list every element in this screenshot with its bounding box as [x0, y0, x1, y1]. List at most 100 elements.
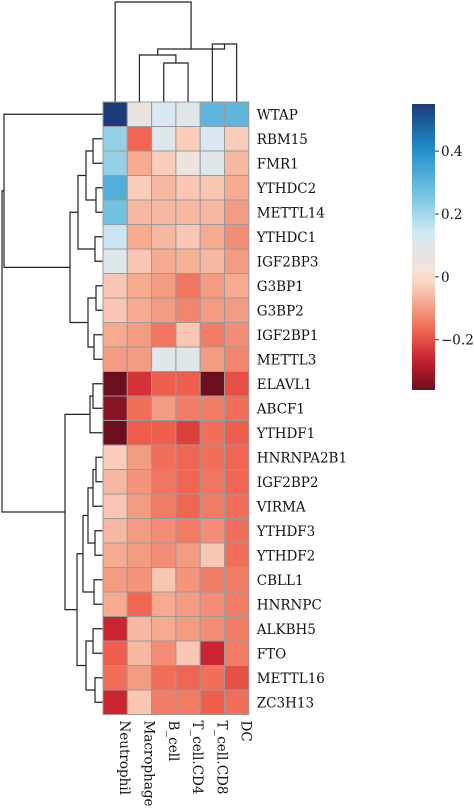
row-label: METTL3 [257, 352, 317, 368]
heatmap-cell [199, 322, 225, 348]
dendrogram-branch [94, 236, 103, 262]
colorbar-gradient [412, 104, 435, 390]
heatmap-cell [224, 346, 250, 372]
heatmap-cell [175, 493, 201, 519]
heatmap-cell [151, 199, 177, 225]
heatmap-cell [199, 224, 225, 250]
heatmap-cell [224, 469, 250, 495]
heatmap-cell [126, 199, 153, 225]
heatmap-cell [224, 297, 250, 323]
heatmap-cell [224, 224, 250, 250]
heatmap-cell [151, 101, 177, 127]
row-label: HNRNPA2B1 [257, 450, 347, 466]
heatmap-cell [175, 273, 201, 299]
heatmap-cell [126, 640, 153, 666]
heatmap-cell [102, 518, 128, 544]
heatmap-cell [126, 616, 153, 642]
dendrogram-branch [89, 395, 103, 434]
heatmap-cell [224, 591, 250, 617]
heatmap-cell [224, 273, 250, 299]
heatmap-cell [224, 150, 250, 176]
heatmap-cell [224, 371, 250, 397]
heatmap-cell [224, 420, 250, 446]
row-label: RBM15 [257, 132, 308, 148]
heatmap-cell [199, 273, 225, 299]
heatmap-cell [224, 493, 250, 519]
heatmap-cell [175, 469, 201, 495]
heatmap-cell [199, 248, 225, 274]
heatmap-cell [126, 493, 153, 519]
heatmap-cell [199, 640, 225, 666]
row-label: G3BP1 [257, 279, 304, 295]
heatmap-cell [175, 101, 201, 127]
heatmap-cell [126, 371, 153, 397]
heatmap-cell [102, 567, 128, 593]
colorbar-tick-label: −0.2 [441, 333, 474, 349]
heatmap-cell [151, 150, 177, 176]
heatmap-cell [224, 126, 250, 152]
heatmap-cell [224, 689, 250, 715]
dendrogram-branch [93, 334, 103, 360]
row-label: VIRMA [256, 499, 306, 515]
dendrogram-branch [92, 383, 103, 409]
heatmap-cell [199, 126, 225, 152]
heatmap-cell [126, 518, 153, 544]
heatmap-cell [126, 591, 153, 617]
colorbar-tick-label: 0.2 [441, 207, 462, 223]
dendrogram-branch [92, 468, 103, 507]
heatmap-cell [102, 297, 128, 323]
heatmap-cell [199, 591, 225, 617]
heatmap-cell [151, 322, 177, 348]
heatmap-cell [126, 395, 153, 421]
row-labels: WTAP RBM15 FMR1 YTHDC2 METTL14 YTHDC1 IGF2BP3 G… [256, 107, 347, 711]
heatmap-cell [199, 567, 225, 593]
heatmap-cell [151, 126, 177, 152]
heatmap-cell [199, 542, 225, 568]
heatmap-cell [102, 665, 128, 691]
heatmap-cell [102, 175, 128, 201]
heatmap-cell [102, 101, 128, 127]
heatmap-cell [102, 420, 128, 446]
heatmap-cell [126, 420, 153, 446]
heatmap-cell [151, 469, 177, 495]
heatmap-cell [151, 518, 177, 544]
heatmap-cell [175, 199, 201, 225]
row-label: IGF2BP1 [257, 328, 319, 344]
column-label: T_cell.CD4 [189, 721, 205, 795]
column-label: Macrophage [140, 721, 156, 807]
heatmap-cell [199, 493, 225, 519]
heatmap-cell [126, 248, 153, 274]
heatmap-cell [175, 150, 201, 176]
row-label: ABCF1 [256, 401, 305, 417]
dendrogram-branch [94, 677, 103, 703]
heatmap-cell [175, 371, 201, 397]
column-label: T_cell.CD8 [213, 721, 229, 795]
heatmap-cell [151, 542, 177, 568]
heatmap-cell [102, 444, 128, 470]
dendrogram-branch [138, 54, 177, 102]
heatmap-cell [224, 665, 250, 691]
heatmap-cell [102, 395, 128, 421]
heatmap-cell [224, 616, 250, 642]
row-dendrogram [1, 113, 103, 703]
row-label: YTHDC1 [256, 230, 316, 246]
heatmap-cell [199, 689, 225, 715]
heatmap-cell [175, 444, 201, 470]
heatmap-cell [102, 248, 128, 274]
row-label: G3BP2 [257, 303, 304, 319]
heatmap-cell [199, 420, 225, 446]
heatmap-cell [126, 224, 153, 250]
heatmap-cell [199, 199, 225, 225]
heatmap-cell [224, 248, 250, 274]
dendrogram-branch [95, 456, 103, 483]
dendrogram-branch [87, 487, 95, 544]
heatmap-cell [175, 591, 201, 617]
heatmap-cell [224, 199, 250, 225]
heatmap-cell [224, 518, 250, 544]
heatmap-cell [102, 493, 128, 519]
heatmap-cell [126, 322, 153, 348]
dendrogram-branch [3, 113, 103, 268]
dendrogram-branch [114, 1, 192, 102]
row-label: METTL16 [257, 671, 325, 687]
